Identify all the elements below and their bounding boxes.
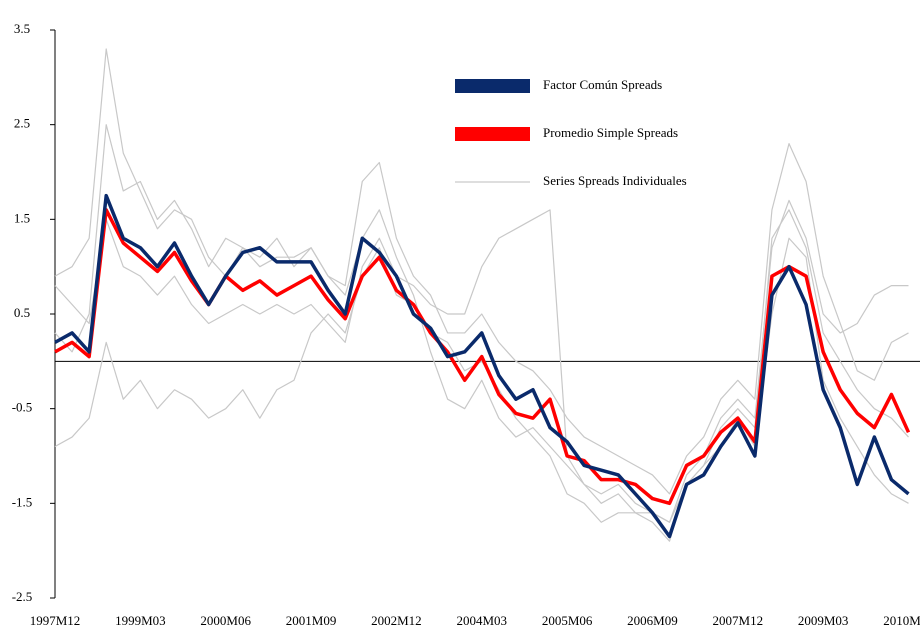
series-line [54, 208, 911, 506]
legend-swatch [455, 79, 530, 93]
x-tick-label: 2010M06 [883, 613, 920, 628]
x-tick-label: 2009M03 [798, 613, 849, 628]
y-tick-label: 2.5 [14, 116, 30, 131]
x-tick-label: 2005M06 [542, 613, 593, 628]
series-line [54, 48, 909, 495]
series-line [54, 209, 909, 523]
legend-label: Factor Común Spreads [543, 77, 662, 92]
x-tick-label: 2000M06 [200, 613, 251, 628]
legend-label: Series Spreads Individuales [543, 173, 687, 188]
x-tick-label: 2001M09 [286, 613, 337, 628]
x-tick-label: 2007M12 [713, 613, 764, 628]
y-tick-label: 3.5 [14, 21, 30, 36]
y-tick-label: -1.5 [12, 494, 33, 509]
y-tick-label: 0.5 [14, 305, 30, 320]
x-tick-label: 2004M03 [456, 613, 507, 628]
series-line [54, 124, 909, 523]
y-tick-label: -0.5 [12, 400, 33, 415]
series-line [54, 193, 910, 539]
x-tick-label: 1997M12 [30, 613, 81, 628]
x-tick-label: 2006M09 [627, 613, 678, 628]
legend-label: Promedio Simple Spreads [543, 125, 678, 140]
legend-swatch [455, 181, 530, 183]
legend-swatch [455, 127, 530, 141]
y-tick-label: -2.5 [12, 589, 33, 604]
x-tick-label: 2002M12 [371, 613, 422, 628]
x-tick-label: 1999M03 [115, 613, 166, 628]
y-tick-label: 1.5 [14, 210, 30, 225]
